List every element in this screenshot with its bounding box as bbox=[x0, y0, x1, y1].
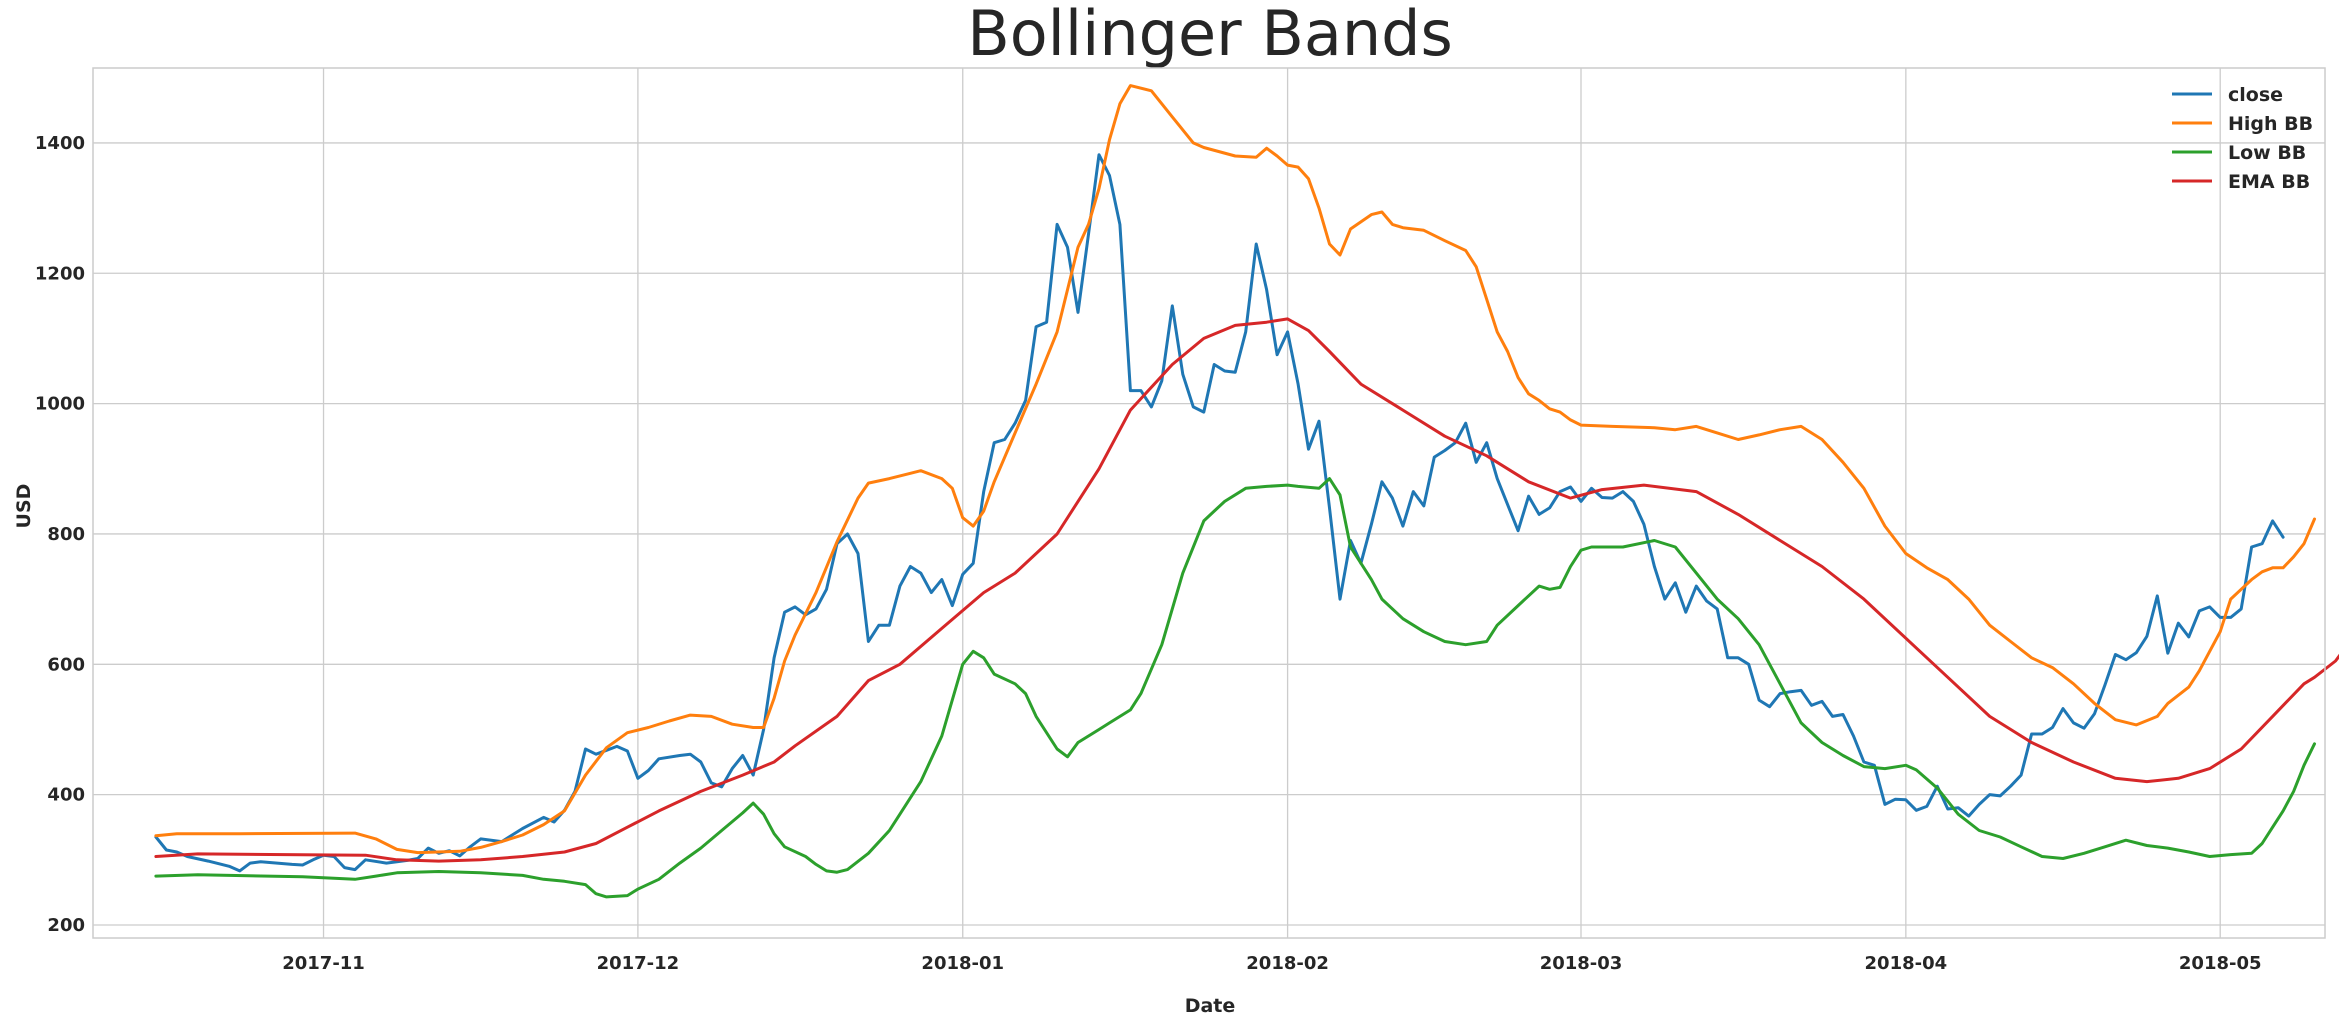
y-axis-label: USD bbox=[13, 484, 35, 529]
x-tick-label: 2017-12 bbox=[597, 953, 680, 974]
y-tick-label: 200 bbox=[47, 915, 85, 936]
plot-area-frame bbox=[92, 67, 2326, 939]
y-tick-label: 400 bbox=[47, 785, 85, 806]
grid-lines bbox=[93, 68, 2325, 938]
data-series bbox=[154, 84, 2339, 899]
x-tick-label: 2018-01 bbox=[921, 953, 1004, 974]
legend: close High BB Low BB EMA BB bbox=[2172, 84, 2313, 193]
y-tick-label: 1200 bbox=[35, 263, 85, 284]
series-line-ema-bb bbox=[154, 317, 2339, 863]
series-line-low-bb bbox=[154, 477, 2316, 899]
y-tick-label: 1000 bbox=[35, 394, 85, 415]
x-tick-label: 2018-02 bbox=[1246, 953, 1329, 974]
x-tick-label: 2018-05 bbox=[2179, 953, 2262, 974]
legend-label-close: close bbox=[2228, 84, 2283, 106]
y-tick-label: 600 bbox=[47, 654, 85, 675]
legend-label-ema-bb: EMA BB bbox=[2228, 171, 2310, 193]
x-axis-label: Date bbox=[1185, 995, 1236, 1017]
x-tick-labels: 2017-11 2017-12 2018-01 2018-02 2018-03 2018-… bbox=[282, 953, 2261, 974]
x-tick-label: 2018-03 bbox=[1540, 953, 1623, 974]
x-tick-label: 2018-04 bbox=[1865, 953, 1948, 974]
y-tick-label: 1400 bbox=[35, 133, 85, 154]
legend-label-high-bb: High BB bbox=[2228, 113, 2313, 135]
y-tick-labels: 200 400 600 800 1000 1200 1400 bbox=[35, 133, 85, 936]
x-tick-label: 2017-11 bbox=[282, 953, 365, 974]
legend-label-low-bb: Low BB bbox=[2228, 142, 2306, 164]
series-line-high-bb bbox=[154, 84, 2316, 855]
chart-title: Bollinger Bands bbox=[967, 0, 1453, 70]
y-tick-label: 800 bbox=[47, 524, 85, 545]
